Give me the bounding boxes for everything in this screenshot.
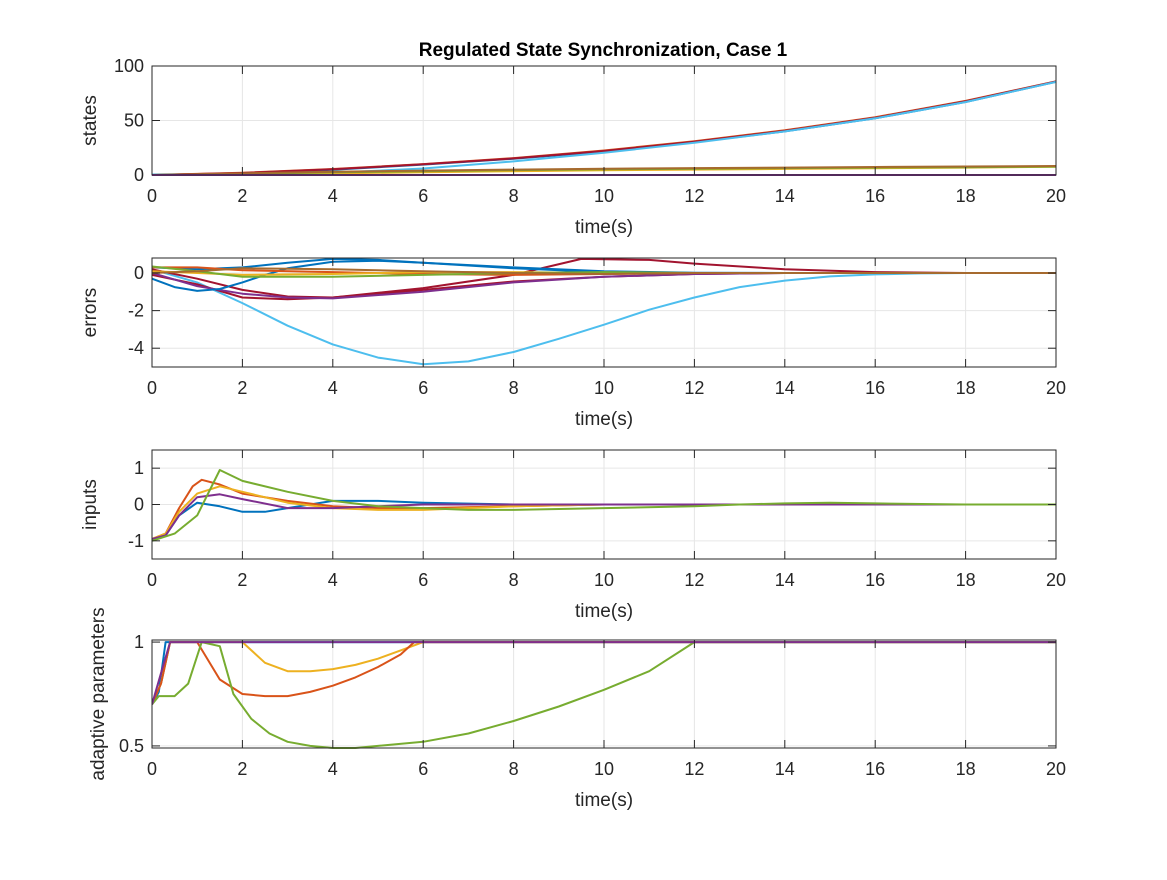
x-tick-label: 4 (328, 759, 338, 779)
y-tick-label: -2 (128, 301, 144, 321)
x-tick-label: 10 (594, 570, 614, 590)
x-tick-label: 12 (684, 759, 704, 779)
x-tick-label: 10 (594, 186, 614, 206)
x-tick-label: 8 (509, 570, 519, 590)
x-tick-label: 20 (1046, 186, 1066, 206)
x-axis-label: time(s) (575, 217, 633, 238)
x-axis-label: time(s) (575, 409, 633, 430)
x-tick-label: 12 (684, 378, 704, 398)
subplot-4: 0 2 4 6 8 10 12 14 16 18 20 0.5 1 time(s) adaptive par… (88, 607, 1066, 811)
series-line-error-1 (152, 268, 1056, 366)
series-group (152, 469, 1056, 542)
x-tick-label: 18 (956, 759, 976, 779)
y-tick-label: 0 (134, 263, 144, 283)
y-axis-label: inputs (80, 479, 101, 530)
x-tick-label: 4 (328, 570, 338, 590)
x-tick-label: 2 (237, 378, 247, 398)
y-axis-label: errors (80, 288, 101, 338)
x-tick-label: 6 (418, 759, 428, 779)
y-tick-label: 0 (134, 495, 144, 515)
y-tick-label: 1 (134, 632, 144, 652)
x-tick-label: 14 (775, 570, 795, 590)
y-tick-label: -1 (128, 531, 144, 551)
figure-title: Regulated State Synchronization, Case 1 (419, 40, 788, 61)
x-tick-label: 12 (684, 186, 704, 206)
x-tick-label: 8 (509, 186, 519, 206)
x-tick-label: 6 (418, 186, 428, 206)
x-tick-label: 6 (418, 378, 428, 398)
x-tick-label: 4 (328, 186, 338, 206)
x-tick-label: 4 (328, 378, 338, 398)
x-tick-label: 16 (865, 186, 885, 206)
subplot-2: 0 2 4 6 8 10 12 14 16 18 20 -4 -2 0 time(s) errors (80, 257, 1066, 430)
x-tick-label: 16 (865, 570, 885, 590)
x-tick-label: 14 (775, 759, 795, 779)
y-tick-label: 100 (114, 56, 144, 76)
x-tick-label: 12 (684, 570, 704, 590)
series-line-error-10 (152, 267, 1056, 275)
x-tick-label: 10 (594, 759, 614, 779)
x-tick-label: 2 (237, 759, 247, 779)
y-tick-label: -4 (128, 338, 144, 358)
series-group (152, 641, 1056, 749)
subplot-1: 0 2 4 6 8 10 12 14 16 18 20 0 50 100 time(s) states (80, 56, 1066, 238)
x-axis-label: time(s) (575, 790, 633, 811)
x-tick-label: 14 (775, 378, 795, 398)
x-tick-label: 18 (956, 378, 976, 398)
x-tick-label: 16 (865, 759, 885, 779)
x-tick-label: 8 (509, 378, 519, 398)
y-tick-label: 0 (134, 165, 144, 185)
x-tick-label: 10 (594, 378, 614, 398)
y-tick-label: 1 (134, 458, 144, 478)
y-axis-label: states (80, 95, 101, 146)
series-line-param-5 (152, 641, 1056, 749)
y-tick-label: 50 (124, 111, 144, 131)
x-tick-label: 2 (237, 570, 247, 590)
x-tick-label: 14 (775, 186, 795, 206)
x-tick-label: 6 (418, 570, 428, 590)
x-tick-label: 16 (865, 378, 885, 398)
x-tick-label: 8 (509, 759, 519, 779)
x-axis-label: time(s) (575, 601, 633, 622)
series-group (152, 257, 1056, 366)
series-line-error-2 (152, 257, 1056, 301)
series-line-input-5 (152, 469, 1056, 542)
x-tick-label: 2 (237, 186, 247, 206)
x-tick-label: 20 (1046, 378, 1066, 398)
x-tick-label: 0 (147, 570, 157, 590)
series-line-param-6 (152, 641, 1056, 705)
x-tick-label: 20 (1046, 570, 1066, 590)
x-tick-label: 18 (956, 570, 976, 590)
x-tick-label: 0 (147, 759, 157, 779)
x-tick-label: 0 (147, 378, 157, 398)
y-tick-label: 0.5 (119, 736, 144, 756)
x-tick-label: 18 (956, 186, 976, 206)
y-axis-label: adaptive parameters (88, 607, 109, 780)
x-tick-label: 0 (147, 186, 157, 206)
x-tick-label: 20 (1046, 759, 1066, 779)
